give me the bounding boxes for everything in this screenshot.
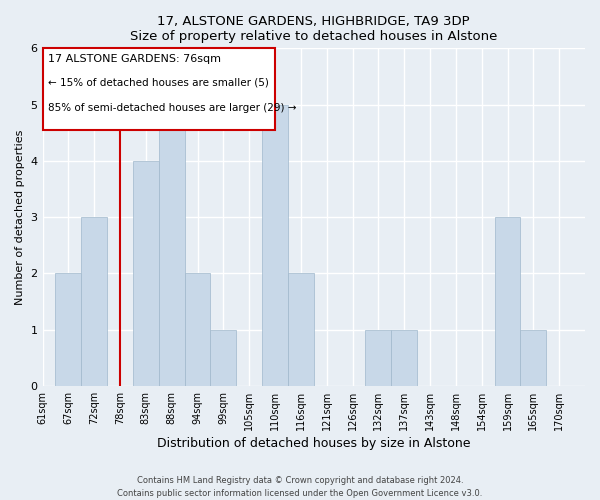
Bar	[159, 104, 185, 386]
Text: 85% of semi-detached houses are larger (29) →: 85% of semi-detached houses are larger (…	[48, 103, 296, 113]
Bar	[494, 217, 520, 386]
Title: 17, ALSTONE GARDENS, HIGHBRIDGE, TA9 3DP
Size of property relative to detached h: 17, ALSTONE GARDENS, HIGHBRIDGE, TA9 3DP…	[130, 15, 497, 43]
Bar	[365, 330, 391, 386]
Text: Contains HM Land Registry data © Crown copyright and database right 2024.
Contai: Contains HM Land Registry data © Crown c…	[118, 476, 482, 498]
Bar	[520, 330, 546, 386]
Bar	[288, 274, 314, 386]
Y-axis label: Number of detached properties: Number of detached properties	[15, 130, 25, 305]
Bar	[211, 330, 236, 386]
Text: 17 ALSTONE GARDENS: 76sqm: 17 ALSTONE GARDENS: 76sqm	[48, 54, 221, 64]
Bar	[262, 104, 288, 386]
Bar	[185, 274, 211, 386]
Bar	[133, 161, 159, 386]
Text: ← 15% of detached houses are smaller (5): ← 15% of detached houses are smaller (5)	[48, 78, 269, 88]
Bar	[81, 217, 107, 386]
FancyBboxPatch shape	[43, 48, 275, 130]
X-axis label: Distribution of detached houses by size in Alstone: Distribution of detached houses by size …	[157, 437, 470, 450]
Bar	[391, 330, 417, 386]
Bar	[55, 274, 81, 386]
